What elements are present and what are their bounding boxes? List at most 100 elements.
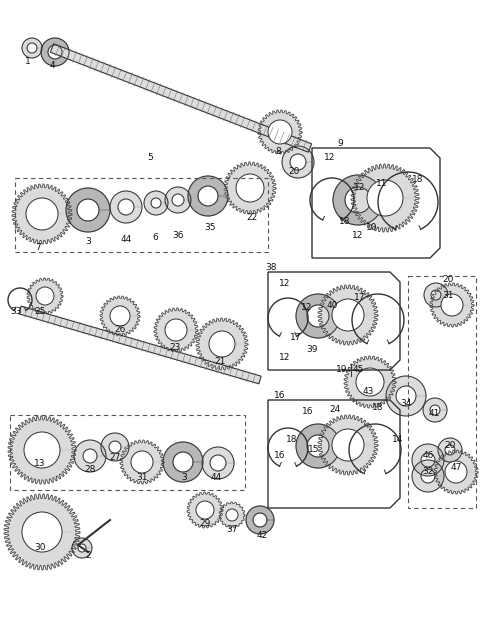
Circle shape (332, 299, 364, 331)
Polygon shape (318, 415, 378, 475)
Polygon shape (50, 44, 312, 152)
Text: 16: 16 (302, 408, 314, 416)
Polygon shape (72, 538, 92, 558)
Polygon shape (187, 492, 223, 528)
Polygon shape (296, 294, 340, 338)
Polygon shape (423, 398, 447, 422)
Text: 3: 3 (181, 473, 187, 482)
Polygon shape (434, 450, 478, 494)
Circle shape (367, 180, 403, 216)
Text: 27: 27 (109, 454, 120, 463)
Text: 44: 44 (210, 473, 222, 482)
Circle shape (268, 120, 292, 144)
Polygon shape (163, 442, 203, 482)
Text: 31: 31 (136, 473, 148, 482)
Text: 26: 26 (114, 325, 126, 334)
Text: 28: 28 (84, 466, 96, 475)
Text: 20: 20 (288, 167, 300, 176)
Polygon shape (412, 444, 444, 476)
Text: 42: 42 (256, 530, 268, 540)
Circle shape (22, 512, 62, 552)
Circle shape (441, 294, 463, 316)
Text: 17: 17 (290, 334, 302, 343)
Text: 32: 32 (422, 468, 434, 477)
Polygon shape (154, 308, 198, 352)
Text: 19: 19 (336, 365, 348, 375)
Text: 45: 45 (352, 365, 364, 375)
Polygon shape (144, 191, 168, 215)
Text: 11: 11 (376, 178, 388, 188)
Text: 29: 29 (199, 520, 211, 528)
Text: 39: 39 (306, 346, 318, 355)
Polygon shape (202, 447, 234, 479)
Text: 18: 18 (339, 217, 351, 226)
Text: 15: 15 (308, 446, 320, 454)
Polygon shape (22, 38, 42, 58)
Polygon shape (333, 175, 383, 225)
Text: 6: 6 (152, 233, 158, 243)
Text: 33: 33 (10, 308, 22, 317)
Polygon shape (219, 502, 245, 528)
Polygon shape (351, 164, 419, 232)
Text: 12: 12 (324, 154, 336, 162)
Text: 20: 20 (444, 441, 456, 449)
Polygon shape (258, 110, 302, 154)
Circle shape (26, 198, 58, 230)
Circle shape (110, 306, 130, 326)
Polygon shape (120, 440, 164, 484)
Text: 46: 46 (422, 451, 434, 461)
Text: 5: 5 (147, 154, 153, 162)
Text: 18: 18 (286, 435, 298, 444)
Polygon shape (344, 356, 396, 408)
Polygon shape (19, 306, 261, 384)
Circle shape (24, 432, 60, 468)
Circle shape (226, 509, 238, 521)
Circle shape (36, 287, 54, 305)
Polygon shape (101, 433, 129, 461)
Circle shape (165, 319, 187, 341)
Polygon shape (318, 285, 378, 345)
Text: 1: 1 (25, 58, 31, 66)
Text: 2: 2 (85, 550, 91, 559)
Text: 24: 24 (329, 406, 341, 415)
Polygon shape (27, 278, 63, 314)
Text: 18: 18 (412, 176, 424, 185)
Polygon shape (224, 162, 276, 214)
Text: 12: 12 (279, 353, 291, 363)
Polygon shape (41, 38, 69, 66)
Polygon shape (296, 424, 340, 468)
Text: 34: 34 (400, 399, 412, 408)
Polygon shape (12, 184, 72, 244)
Text: 12: 12 (354, 183, 366, 193)
Text: 12: 12 (279, 279, 291, 288)
Text: 31: 31 (442, 291, 454, 300)
Text: 3: 3 (85, 238, 91, 246)
Text: 18: 18 (372, 403, 384, 413)
Polygon shape (430, 283, 474, 327)
Polygon shape (424, 283, 448, 307)
Text: 14: 14 (392, 435, 404, 444)
Polygon shape (74, 440, 106, 472)
Text: 16: 16 (274, 391, 286, 401)
Text: 12: 12 (301, 303, 312, 312)
Circle shape (356, 368, 384, 396)
Circle shape (209, 331, 235, 357)
Polygon shape (282, 146, 314, 178)
Polygon shape (100, 296, 140, 336)
Text: 35: 35 (204, 224, 216, 233)
Text: 47: 47 (450, 463, 462, 473)
Polygon shape (4, 494, 80, 570)
Text: 16: 16 (274, 451, 286, 459)
Polygon shape (188, 176, 228, 216)
Text: 38: 38 (265, 264, 277, 272)
Text: 13: 13 (34, 459, 46, 468)
Text: 10: 10 (366, 224, 378, 233)
Text: 44: 44 (120, 236, 132, 245)
Text: 7: 7 (35, 243, 41, 253)
Polygon shape (412, 460, 444, 492)
Text: 40: 40 (326, 300, 338, 310)
Polygon shape (8, 416, 76, 484)
Text: 22: 22 (246, 214, 258, 222)
Text: 21: 21 (214, 358, 226, 367)
Text: 17: 17 (354, 293, 366, 303)
